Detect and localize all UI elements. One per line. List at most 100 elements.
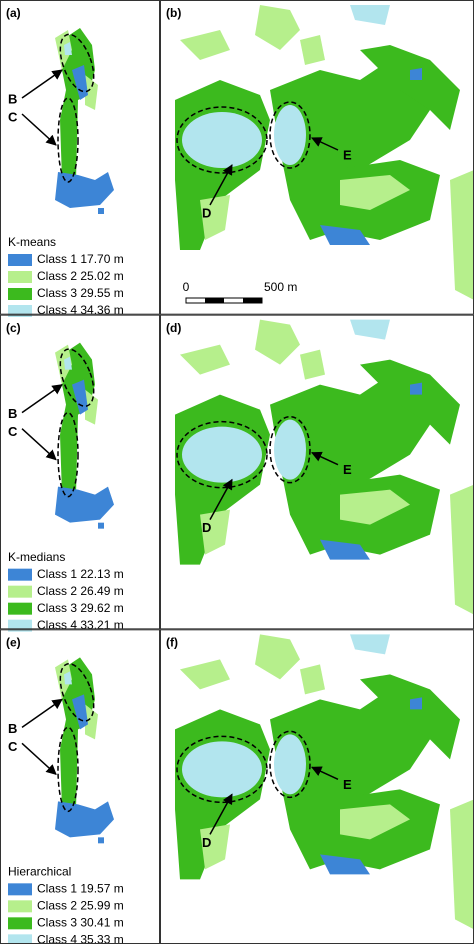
highlight-ellipse — [59, 662, 95, 722]
land-class-area — [55, 344, 72, 385]
panel-label: (d) — [166, 321, 181, 335]
map-panel: D E (f) — [160, 629, 474, 944]
class-area — [182, 741, 262, 798]
highlight-ellipse — [176, 420, 268, 489]
annotation: D — [202, 835, 211, 850]
arrow — [311, 451, 339, 466]
class-area — [182, 112, 262, 168]
inset-panel: BC K-medians Class 1 22.13 m Class 2 26.49 … — [0, 314, 160, 632]
land-class-area — [72, 379, 88, 415]
legend-swatch — [8, 288, 32, 300]
highlight-ellipse — [57, 411, 79, 498]
class-area — [274, 419, 306, 480]
highlight-ellipse — [269, 730, 311, 799]
legend-swatch — [8, 900, 32, 913]
land-class-area — [450, 170, 474, 300]
legend-title: K-medians — [8, 550, 65, 564]
legend-title: Hierarchical — [8, 865, 71, 879]
legend-item: Class 3 30.41 m — [37, 916, 124, 930]
legend-item: Class 3 29.55 m — [37, 286, 124, 300]
arrow — [209, 478, 233, 521]
land-class-area — [64, 356, 72, 370]
arrow — [311, 766, 339, 781]
land-class-area — [64, 671, 72, 685]
legend-item: Class 1 17.70 m — [37, 252, 124, 266]
land-class-area — [60, 342, 95, 495]
land-class-area — [98, 837, 104, 844]
land-class-area — [72, 65, 88, 100]
panel-border — [0, 314, 160, 630]
annotation: B — [8, 406, 17, 421]
scale-bar — [205, 298, 224, 303]
land-class-area — [350, 319, 390, 340]
annotation: B — [8, 91, 17, 106]
land-class-area — [410, 382, 422, 395]
legend-swatch — [8, 917, 32, 930]
legend-swatch — [8, 271, 32, 283]
panel-label: (b) — [166, 6, 181, 20]
land-class-area — [300, 35, 325, 65]
land-class-area — [60, 657, 95, 810]
legend-swatch — [8, 254, 32, 266]
annotation: B — [8, 721, 17, 736]
land-class-area — [340, 804, 410, 840]
panel-label: (e) — [6, 636, 21, 650]
highlight-ellipse — [269, 415, 311, 484]
land-class-area — [55, 659, 72, 700]
highlight-ellipse — [59, 348, 95, 408]
panel-label: (a) — [6, 6, 21, 20]
land-class-area — [85, 75, 98, 110]
land-class-area — [360, 674, 460, 760]
land-class-area — [320, 854, 370, 875]
highlight-ellipse — [57, 97, 79, 183]
legend-item: Class 2 25.99 m — [37, 899, 124, 913]
land-class-area — [320, 539, 370, 560]
scale-label: 0 — [183, 280, 190, 294]
legend-item: Class 2 25.02 m — [37, 269, 124, 283]
land-class-area — [255, 5, 300, 50]
land-class-area — [360, 45, 460, 130]
land-class-area — [255, 634, 300, 680]
scale-bar — [243, 298, 262, 303]
land-class-area — [320, 225, 370, 245]
arrow — [21, 698, 63, 728]
land-class-area — [255, 319, 300, 365]
panel-label: (f) — [166, 636, 178, 650]
legend-swatch — [8, 883, 32, 896]
annotation: E — [343, 147, 352, 162]
annotation: D — [202, 205, 211, 220]
highlight-ellipse — [269, 101, 311, 169]
map-panel: D E (d) — [160, 314, 474, 630]
arrow — [21, 113, 57, 146]
land-class-area — [55, 30, 72, 70]
land-class-area — [64, 42, 72, 55]
annotation: D — [202, 520, 211, 535]
highlight-ellipse — [176, 735, 268, 804]
highlight-ellipse — [59, 33, 95, 93]
highlight-ellipse — [176, 106, 268, 174]
class-area — [274, 734, 306, 795]
panel-border — [0, 0, 160, 315]
legend-item: Class 4 35.33 m — [37, 933, 124, 944]
land-class-area — [410, 697, 422, 710]
land-class-area — [450, 799, 474, 930]
arrow — [21, 742, 57, 776]
land-class-area — [85, 389, 98, 425]
land-class-area — [85, 704, 98, 740]
land-class-area — [300, 664, 325, 695]
legend-item: Class 2 26.49 m — [37, 584, 124, 598]
legend-swatch — [8, 934, 32, 944]
land-class-area — [300, 349, 325, 380]
arrow — [209, 164, 233, 206]
land-class-area — [72, 694, 88, 730]
land-class-area — [270, 374, 430, 555]
annotation: E — [343, 462, 352, 477]
scale-label: 500 m — [264, 280, 297, 294]
class-area — [182, 426, 262, 483]
land-class-area — [350, 5, 390, 25]
legend-title: K-means — [8, 235, 56, 249]
arrow — [21, 69, 63, 99]
highlight-ellipse — [57, 726, 79, 813]
inset-panel: BC K-means Class 1 17.70 m Class 2 25.02 m C… — [0, 0, 160, 317]
land-class-area — [180, 659, 230, 690]
